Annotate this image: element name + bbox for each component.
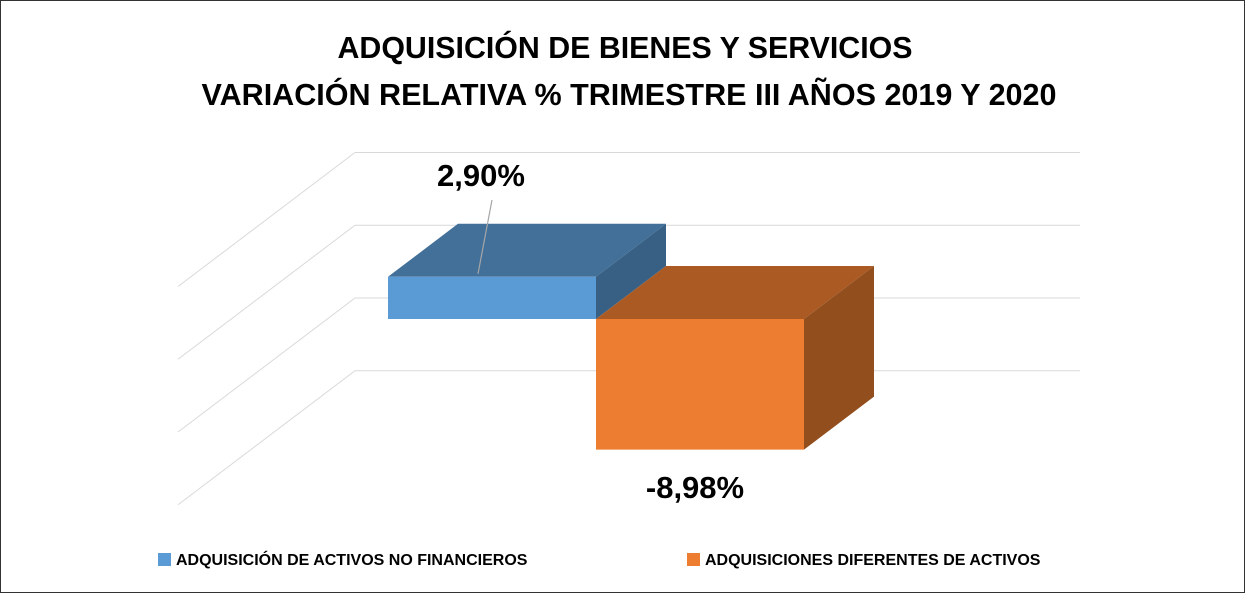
leader-line [477, 199, 493, 274]
bar-face [388, 276, 596, 319]
bar-face [388, 223, 666, 277]
bar-face [804, 266, 874, 450]
legend-swatch [158, 553, 171, 566]
bar [388, 223, 666, 319]
grid-line [177, 152, 1080, 287]
chart-title: ADQUISICIÓN DE BIENES Y SERVICIOS [338, 29, 913, 65]
legend-label: ADQUISICIONES DIFERENTES DE ACTIVOS [705, 552, 1041, 569]
legend-swatch [687, 553, 700, 566]
bar-face [596, 266, 874, 319]
chart-subtitle: VARIACIÓN RELATIVA % TRIMESTRE III AÑOS … [202, 76, 1057, 112]
data-label: -8,98% [646, 470, 744, 505]
data-label: 2,90% [437, 158, 525, 193]
bar-face [596, 223, 666, 319]
legend-label: ADQUISICIÓN DE ACTIVOS NO FINANCIEROS [176, 550, 528, 569]
bar [596, 266, 874, 450]
bar-face [596, 319, 804, 450]
grid-line [177, 224, 1080, 360]
